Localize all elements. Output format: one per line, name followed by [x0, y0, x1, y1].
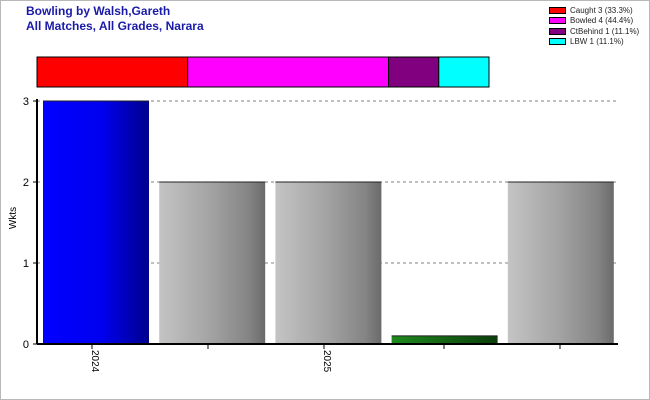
title-block: Bowling by Walsh,Gareth All Matches, All… — [26, 4, 204, 34]
legend: Caught 3 (33.3%) Bowled 4 (44.4%) CtBehind… — [549, 5, 639, 47]
bar-5 — [507, 182, 614, 344]
legend-label: Caught 3 (33.3%) — [570, 5, 633, 15]
stacked-segment-caught — [36, 56, 189, 88]
legend-item-bowled: Bowled 4 (44.4%) — [549, 16, 639, 27]
stacked-segment-lbw — [438, 56, 490, 88]
y-tick-label-1: 1 — [23, 258, 29, 270]
bar-2 — [159, 182, 266, 344]
legend-item-ctbehind: CtBehind 1 (11.1%) — [549, 26, 639, 37]
x-tick-label-2024: 2024 — [89, 350, 100, 373]
legend-item-caught: Caught 3 (33.3%) — [549, 5, 639, 16]
bar-3 — [275, 182, 382, 344]
bar-1 — [43, 101, 149, 344]
bar-4 — [391, 335, 498, 344]
chart-subtitle: All Matches, All Grades, Narara — [26, 19, 204, 33]
y-tick-label-3: 3 — [23, 96, 29, 108]
chart-title: Bowling by Walsh,Gareth — [26, 4, 171, 18]
stacked-segment-bowled — [187, 56, 390, 88]
y-tick-label-2: 2 — [23, 177, 29, 189]
y-tick-label-0: 0 — [23, 339, 29, 351]
legend-swatch — [549, 6, 566, 14]
x-tick-label-2025: 2025 — [321, 350, 332, 373]
stacked-segment-ctbehind — [388, 56, 440, 88]
legend-swatch — [549, 27, 566, 35]
legend-label: LBW 1 (11.1%) — [570, 37, 624, 47]
legend-label: CtBehind 1 (11.1%) — [570, 26, 640, 36]
legend-label: Bowled 4 (44.4%) — [570, 16, 634, 26]
legend-swatch — [549, 38, 566, 46]
legend-item-lbw: LBW 1 (11.1%) — [549, 37, 639, 48]
legend-swatch — [549, 17, 566, 25]
